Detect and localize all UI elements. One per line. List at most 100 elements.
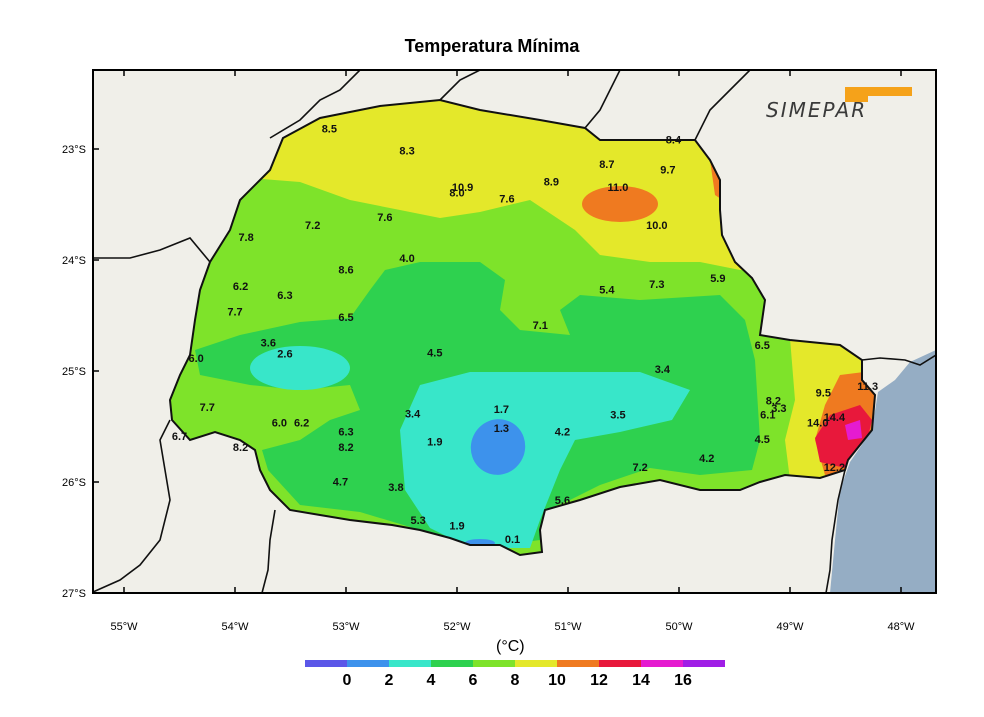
- lon-tick-label: 54°W: [221, 621, 249, 633]
- station-value: 4.2: [555, 426, 570, 438]
- station-value: 8.3: [399, 146, 414, 158]
- station-value: 5.4: [599, 284, 615, 296]
- map-frame: [92, 69, 937, 594]
- station-value: 3.4: [405, 409, 421, 421]
- colorbar-label: 12: [590, 672, 608, 689]
- station-value: 1.9: [427, 436, 442, 448]
- longitude-ticks: 55°W 54°W 53°W 52°W 51°W 50°W 49°W 48°W: [110, 70, 915, 633]
- colorbar: [305, 660, 725, 667]
- station-value: 8.9: [544, 177, 559, 189]
- station-value: 4.2: [699, 453, 714, 465]
- station-value: 4.5: [755, 434, 770, 446]
- station-value: 6.3: [338, 426, 353, 438]
- colorbar-swatch: [599, 660, 641, 667]
- colorbar-label: 0: [343, 672, 352, 689]
- station-value: 9.5: [816, 388, 831, 400]
- logo-text: SIMEPAR: [766, 98, 867, 122]
- colorbar-swatch: [347, 660, 389, 667]
- station-value: 5.3: [411, 515, 426, 527]
- station-value: 7.2: [305, 220, 320, 232]
- map-title: Temperatura Mínima: [404, 36, 580, 56]
- station-value: 6.7: [172, 431, 187, 443]
- station-value: 2.6: [277, 349, 292, 361]
- colorbar-label: 6: [469, 672, 478, 689]
- simepar-logo: SIMEPAR: [766, 87, 912, 122]
- colorbar-swatch: [515, 660, 557, 667]
- latitude-ticks: 23°S 24°S 25°S 26°S 27°S: [62, 144, 99, 600]
- station-value: 1.9: [449, 521, 464, 533]
- station-value: 9.7: [660, 164, 675, 176]
- station-value: 6.5: [338, 312, 353, 324]
- station-value: 7.6: [377, 212, 392, 224]
- station-value: 4.0: [399, 253, 414, 265]
- colorbar-label: 4: [427, 672, 436, 689]
- lon-tick-label: 48°W: [887, 621, 915, 633]
- station-value: 1.3: [494, 423, 509, 435]
- station-value: 3.3: [771, 403, 786, 415]
- station-value: 8.5: [322, 123, 337, 135]
- station-value: 8.7: [599, 159, 614, 171]
- lon-tick-label: 49°W: [776, 621, 804, 633]
- station-value: 1.7: [494, 404, 509, 416]
- station-value: 6.0: [272, 418, 287, 430]
- station-value: 4.7: [333, 476, 348, 488]
- lon-tick-label: 55°W: [110, 621, 138, 633]
- colorbar-swatch: [641, 660, 683, 667]
- colorbar-label: 8: [511, 672, 520, 689]
- station-value: 4.5: [427, 348, 442, 360]
- station-value: 8.2: [338, 442, 353, 454]
- lat-tick-label: 25°S: [62, 366, 86, 378]
- station-value: 14.0: [807, 418, 828, 430]
- neighbour-borders: [93, 70, 936, 593]
- colorbar-label: 2: [385, 672, 394, 689]
- lon-tick-label: 53°W: [332, 621, 360, 633]
- colorbar-label: 14: [632, 672, 650, 689]
- station-value: 8.2: [233, 442, 248, 454]
- station-value: 8.4: [666, 134, 682, 146]
- colorbar-labels: 0 2 4 6 8 10 12 14 16: [343, 672, 692, 689]
- lat-tick-label: 26°S: [62, 477, 86, 489]
- colorbar-swatch: [305, 660, 347, 667]
- station-value: 6.3: [277, 290, 292, 302]
- lat-tick-label: 27°S: [62, 588, 86, 600]
- colorbar-swatch: [431, 660, 473, 667]
- station-value: 7.7: [227, 307, 242, 319]
- station-value: 7.6: [499, 193, 514, 205]
- colorbar-swatch: [389, 660, 431, 667]
- station-value: 7.3: [649, 279, 664, 291]
- station-value: 6.2: [294, 418, 309, 430]
- station-value: 5.9: [710, 273, 725, 285]
- station-value: 8.2: [766, 395, 781, 407]
- station-value: 14.4: [824, 412, 846, 424]
- temperature-field: [170, 100, 875, 555]
- station-value: 3.5: [610, 410, 625, 422]
- station-value: 6.5: [755, 340, 770, 352]
- station-value: 3.6: [261, 338, 276, 350]
- unit-label: (°C): [496, 638, 525, 655]
- station-values: 8.5 8.3 8.4 8.7 9.7 10.98.0 8.9 11.0 7.6 10.0 7.6 7…: [172, 123, 878, 546]
- station-value: 6.1: [760, 410, 775, 422]
- station-value: 11.0: [608, 182, 629, 194]
- station-value: 11.3: [857, 381, 878, 393]
- station-value: 10.9: [452, 182, 473, 194]
- station-value: 8.0: [449, 188, 464, 200]
- lon-tick-label: 50°W: [665, 621, 693, 633]
- station-value: 3.4: [655, 364, 671, 376]
- lon-tick-label: 51°W: [554, 621, 582, 633]
- station-value: 7.8: [238, 232, 253, 244]
- colorbar-label: 10: [548, 672, 566, 689]
- colorbar-label: 16: [674, 672, 692, 689]
- station-value: 3.8: [388, 482, 403, 494]
- lon-tick-label: 52°W: [443, 621, 471, 633]
- station-value: 6.2: [233, 281, 248, 293]
- lat-tick-label: 23°S: [62, 144, 86, 156]
- station-value: 8.6: [338, 264, 353, 276]
- station-value: 7.1: [533, 320, 548, 332]
- station-value: 7.2: [633, 462, 648, 474]
- colorbar-swatch: [557, 660, 599, 667]
- station-value: 7.7: [200, 402, 215, 414]
- station-value: 0.1: [505, 534, 520, 546]
- station-value: 10.0: [646, 220, 667, 232]
- station-value: 6.0: [189, 353, 204, 365]
